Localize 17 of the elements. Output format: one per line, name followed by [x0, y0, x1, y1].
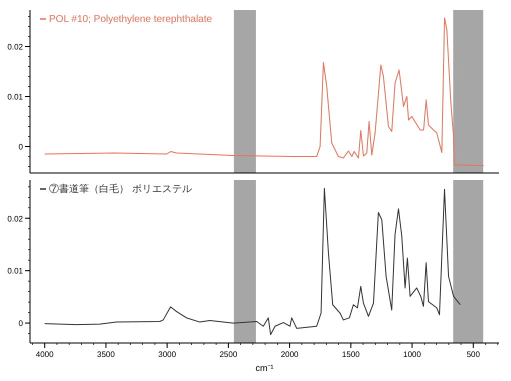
x-tick-label: 3500 — [97, 350, 116, 359]
legend-label: POL #10; Polyethylene terephthalate — [49, 14, 213, 25]
y-tick-label: 0.02 — [7, 42, 24, 52]
y-tick-label: 0 — [18, 319, 24, 328]
y-tick-label: 0.01 — [7, 266, 24, 276]
x-tick-label: 1500 — [342, 350, 360, 359]
x-tick-label: 2500 — [219, 350, 238, 359]
y-tick-label: 0.02 — [7, 214, 24, 224]
y-tick-label: 0 — [18, 142, 24, 152]
x-tick-label: 1000 — [403, 350, 422, 359]
y-tick-label: 0.01 — [7, 92, 24, 102]
x-tick-label: 3000 — [158, 350, 177, 359]
x-tick-label: 4000 — [36, 350, 54, 359]
x-tick-label: 2000 — [280, 350, 300, 359]
legend-label: ⑦書道筆（白毛） ポリエステル — [49, 183, 192, 195]
x-axis-title: cm⁻¹ — [256, 363, 274, 373]
x-tick-label: 500 — [466, 350, 481, 359]
